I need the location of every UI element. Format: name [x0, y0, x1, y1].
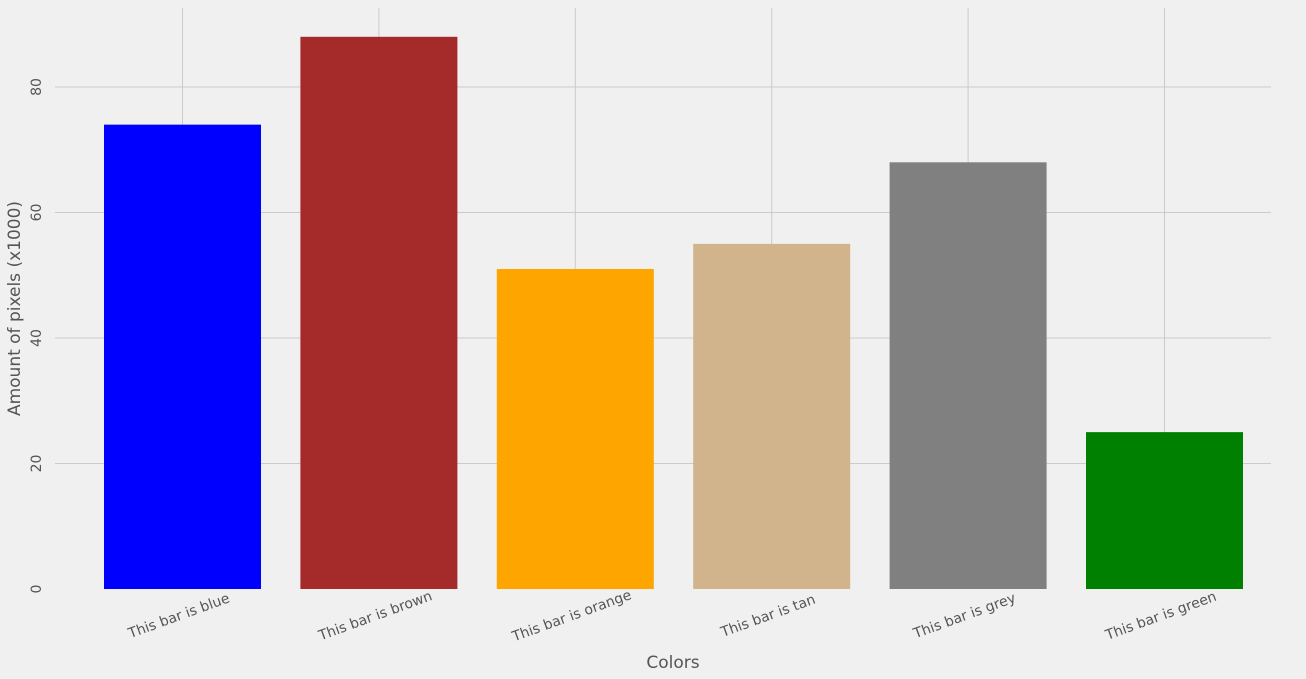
y-axis-label: Amount of pixels (x1000)	[5, 201, 25, 416]
bars-layer	[104, 36, 1243, 590]
y-tick-label: 0	[29, 585, 45, 594]
y-tick-label: 60	[29, 204, 45, 222]
bar	[300, 36, 458, 590]
bar	[693, 243, 851, 589]
bar	[889, 162, 1047, 590]
y-tick-label: 40	[29, 329, 45, 347]
y-tick-label: 20	[29, 455, 45, 473]
x-tick-label: This bar is orange	[509, 587, 633, 645]
x-tick-label: This bar is tan	[718, 592, 818, 641]
x-tick-label: This bar is blue	[125, 590, 232, 642]
y-tick-label: 80	[29, 78, 45, 96]
x-tick-label: This bar is green	[1103, 589, 1219, 644]
x-axis-label: Colors	[646, 653, 699, 673]
x-tick-label: This bar is grey	[910, 590, 1018, 642]
bar	[496, 268, 654, 589]
bar	[1086, 432, 1243, 589]
bar	[104, 124, 261, 590]
x-tick-label: This bar is brown	[316, 588, 435, 644]
